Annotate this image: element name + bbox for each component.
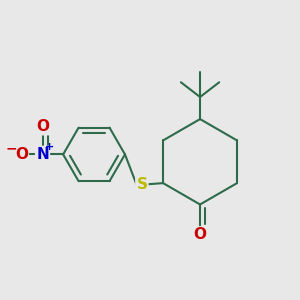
Text: O: O — [194, 227, 207, 242]
Text: O: O — [36, 119, 49, 134]
Text: +: + — [45, 142, 55, 152]
Text: S: S — [136, 177, 147, 192]
Text: O: O — [15, 147, 28, 162]
Text: N: N — [36, 147, 49, 162]
Text: −: − — [5, 141, 17, 155]
